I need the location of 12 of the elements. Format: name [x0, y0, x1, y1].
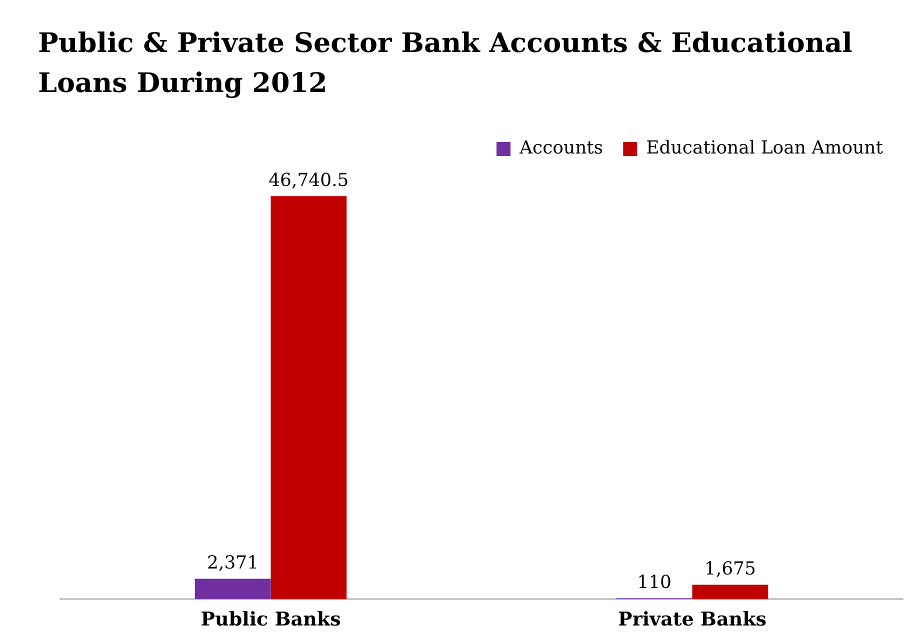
bar [270, 196, 347, 600]
chart-title: Public & Private Sector Bank Accounts & Educational Loans During 2012 [38, 27, 854, 101]
data-label: 46,740.5 [268, 170, 349, 191]
data-label: 110 [637, 572, 672, 593]
data-label: 2,371 [207, 552, 259, 574]
bar [194, 578, 271, 600]
data-label: 1,675 [704, 558, 756, 580]
legend-label: Educational Loan Amount [646, 138, 884, 159]
x-tick-label: Public Banks [200, 608, 341, 631]
x-tick-label: Private Banks [618, 608, 766, 631]
legend-label: Accounts [518, 138, 604, 159]
bar [692, 584, 768, 600]
